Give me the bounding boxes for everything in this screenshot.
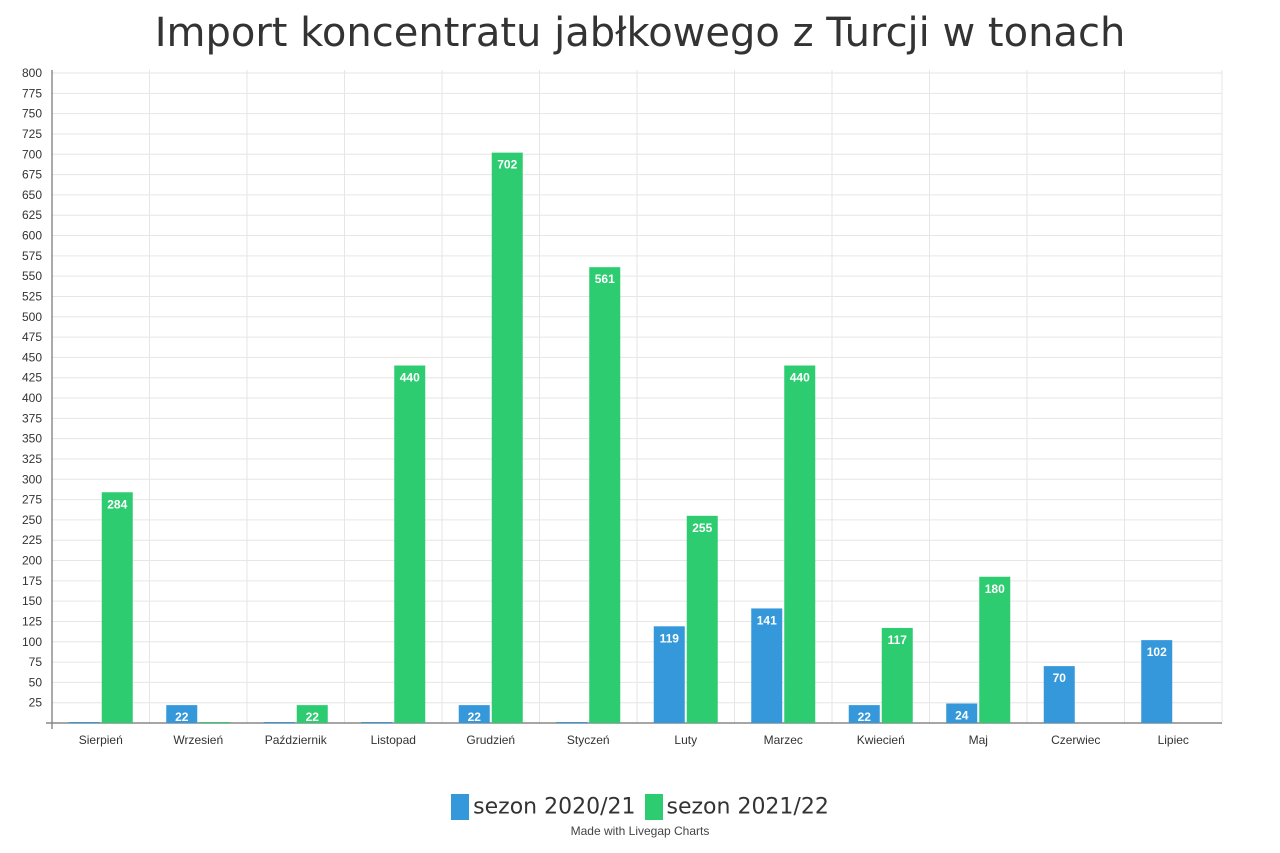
y-tick-label: 475 (22, 330, 42, 344)
bar-data-label: 180 (985, 582, 1005, 596)
bar-data-label: 22 (306, 710, 320, 724)
y-tick-label: 600 (22, 229, 42, 243)
x-tick-label: Luty (674, 733, 697, 747)
y-tick-label: 325 (22, 452, 42, 466)
y-tick-label: 100 (22, 635, 42, 649)
y-tick-label: 75 (29, 655, 43, 669)
legend-item-2020-21[interactable]: sezon 2020/21 (451, 794, 636, 820)
bar-data-label: 102 (1147, 645, 1167, 659)
y-tick-label: 725 (22, 127, 42, 141)
y-tick-label: 500 (22, 310, 42, 324)
legend-swatch-2021-22 (644, 794, 663, 820)
bar-data-label: 70 (1053, 671, 1067, 685)
y-tick-label: 275 (22, 493, 42, 507)
bar-2020-21 (653, 626, 685, 723)
y-tick-label: 650 (22, 188, 42, 202)
y-tick-label: 575 (22, 249, 42, 263)
y-tick-label: 750 (22, 107, 42, 121)
bar-data-label: 440 (400, 371, 420, 385)
bar-2021-22 (199, 722, 231, 723)
x-tick-label: Sierpień (79, 733, 123, 747)
x-tick-label: Wrzesień (173, 733, 223, 747)
y-tick-label: 225 (22, 533, 42, 547)
x-tick-label: Grudzień (466, 733, 515, 747)
y-tick-label: 800 (22, 66, 42, 80)
legend: sezon 2020/21 sezon 2021/22 (0, 794, 1280, 820)
bar-2021-22 (784, 365, 816, 723)
x-tick-label: Maj (969, 733, 988, 747)
y-tick-label: 775 (22, 86, 42, 100)
y-tick-label: 400 (22, 391, 42, 405)
bar-data-label: 284 (107, 497, 127, 511)
legend-swatch-2020-21 (451, 794, 470, 820)
y-tick-label: 200 (22, 554, 42, 568)
bar-2021-22 (881, 627, 913, 723)
y-tick-label: 300 (22, 472, 42, 486)
bar-2020-21 (68, 722, 100, 723)
legend-label-2021-22: sezon 2021/22 (666, 794, 829, 820)
y-tick-label: 350 (22, 432, 42, 446)
bar-2021-22 (296, 705, 328, 723)
bar-2021-22 (979, 576, 1011, 723)
bar-data-label: 702 (497, 158, 517, 172)
bar-2020-21 (556, 722, 588, 723)
bar-2020-21 (751, 608, 783, 723)
bar-data-label: 22 (468, 710, 482, 724)
bar-data-label: 117 (888, 633, 908, 647)
bar-2020-21 (361, 722, 393, 723)
y-tick-label: 175 (22, 574, 42, 588)
bar-data-label: 141 (757, 613, 777, 627)
y-tick-label: 375 (22, 411, 42, 425)
y-tick-label: 450 (22, 350, 42, 364)
bar-2020-21 (263, 722, 295, 723)
bar-2020-21 (458, 705, 490, 723)
bar-data-label: 119 (660, 631, 680, 645)
bar-2020-21 (848, 705, 880, 723)
bar-2021-22 (686, 515, 718, 723)
bar-data-label: 255 (692, 521, 712, 535)
y-tick-label: 675 (22, 168, 42, 182)
bar-2021-22 (394, 365, 426, 723)
bar-data-label: 22 (858, 710, 872, 724)
bar-2020-21 (1043, 666, 1075, 723)
bar-data-label: 24 (955, 709, 969, 723)
x-tick-label: Październik (265, 733, 328, 747)
bar-data-label: 561 (595, 272, 615, 286)
y-tick-label: 700 (22, 147, 42, 161)
y-tick-label: 25 (29, 696, 43, 710)
legend-item-2021-22[interactable]: sezon 2021/22 (644, 794, 829, 820)
chart-title: Import koncentratu jabłkowego z Turcji w… (154, 10, 1126, 56)
x-tick-label: Styczeń (567, 733, 610, 747)
bar-2020-21 (166, 705, 198, 723)
bar-2021-22 (589, 267, 621, 723)
bar-2020-21 (946, 703, 978, 723)
bar-2021-22 (101, 492, 133, 723)
legend-label-2020-21: sezon 2020/21 (473, 794, 636, 820)
x-tick-label: Czerwiec (1051, 733, 1100, 747)
y-tick-label: 50 (29, 675, 43, 689)
y-tick-label: 125 (22, 614, 42, 628)
x-tick-label: Listopad (371, 733, 416, 747)
bar-2021-22 (491, 152, 523, 723)
y-tick-label: 150 (22, 594, 42, 608)
bar-data-label: 22 (175, 710, 189, 724)
x-tick-label: Lipiec (1158, 733, 1189, 747)
x-tick-label: Kwiecień (857, 733, 905, 747)
bar-data-label: 440 (790, 371, 810, 385)
credit-text: Made with Livegap Charts (570, 824, 710, 838)
y-tick-label: 250 (22, 513, 42, 527)
y-tick-label: 625 (22, 208, 42, 222)
y-tick-label: 525 (22, 289, 42, 303)
y-tick-label: 550 (22, 269, 42, 283)
bar-chart: 25 50 75 100 125 150 175 200 225 250 275 300 325 350 3… (22, 66, 1223, 747)
bar-2020-21 (1141, 640, 1173, 723)
x-tick-label: Marzec (764, 733, 803, 747)
y-tick-label: 425 (22, 371, 42, 385)
